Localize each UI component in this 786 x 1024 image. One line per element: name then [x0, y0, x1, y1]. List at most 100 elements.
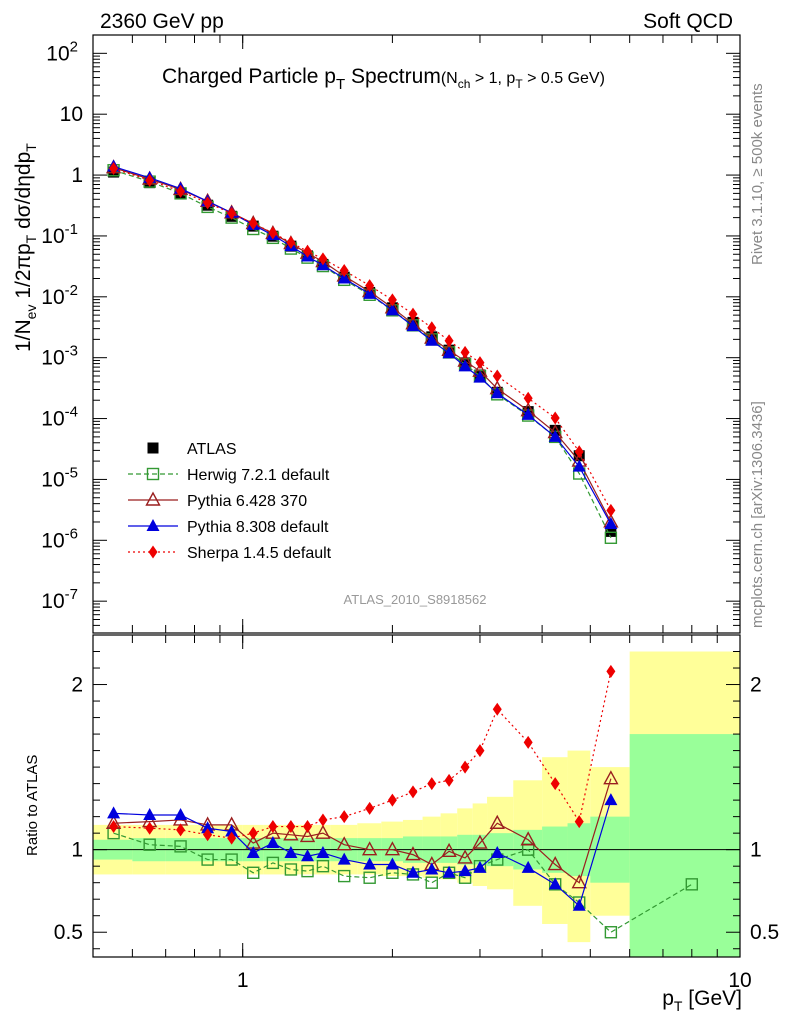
ratio-point: [523, 735, 533, 749]
data-point: [460, 345, 470, 359]
axis-ticks: [92, 34, 741, 957]
y-tick-label: 10-7: [41, 586, 78, 613]
legend-label: Pythia 8.308 default: [187, 519, 329, 536]
ratio-point: [365, 801, 375, 815]
ratio-frame: [92, 634, 741, 958]
data-point: [606, 503, 616, 517]
ratio-point: [444, 773, 454, 787]
y-tick-label: 10-1: [41, 221, 78, 248]
ratio-point: [284, 845, 298, 858]
title-main2: Spectrum: [345, 65, 441, 88]
data-point: [458, 359, 472, 372]
ratio-y-tick-label: 2: [71, 674, 83, 697]
ratio-point: [339, 810, 349, 824]
y-axis-label-ratio: Ratio to ATLAS: [24, 755, 41, 856]
ratio-point: [384, 841, 401, 856]
title-cuts: (N: [441, 70, 458, 87]
title-sub: T: [336, 76, 345, 93]
legend-entry: Herwig 7.2.1 default: [128, 467, 330, 484]
ratio-point: [405, 846, 421, 861]
main-series-pythia-8-308-default: [107, 159, 618, 530]
side-label-mcplots: mcplots.cern.ch [arXiv:1306.3436]: [749, 401, 766, 628]
ratio-point: [458, 864, 472, 877]
series-line: [113, 167, 612, 511]
ratio-point: [385, 857, 399, 870]
title-cuts-sub: ch: [458, 77, 471, 91]
x-axis-label: pT [GeV]: [662, 987, 742, 1014]
side-label-rivet: Rivet 3.1.10, ≥ 500k events: [749, 83, 766, 265]
band-inner-bin: [629, 734, 740, 957]
data-point: [604, 517, 618, 530]
ratio-point: [227, 831, 237, 845]
ratio-point: [441, 842, 457, 858]
legend-label: Sherpa 1.4.5 default: [187, 545, 332, 562]
ratio-point: [315, 824, 331, 839]
ratio-point: [174, 807, 188, 820]
ratio-point: [301, 849, 315, 862]
ratio-point: [143, 807, 157, 820]
y-tick-label: 10-4: [41, 404, 78, 431]
ratio-point: [572, 898, 586, 911]
data-point: [473, 370, 487, 383]
main-series-herwig-7-2-1-default: [107, 164, 618, 544]
ratio-point: [247, 866, 260, 879]
y-tick-label: 102: [46, 38, 78, 65]
ratio-point: [203, 828, 213, 842]
ratio-y-tick-label: 1: [71, 839, 83, 862]
legend-marker: [147, 442, 159, 454]
data-point: [145, 173, 155, 187]
ratio-point: [107, 806, 121, 819]
axis-frames: [92, 34, 741, 958]
data-point: [523, 391, 533, 405]
ratio-point: [603, 770, 619, 785]
ratio-point: [457, 849, 473, 864]
data-point: [521, 407, 535, 420]
ratio-point: [338, 869, 351, 883]
legend-label: Herwig 7.2.1 default: [187, 467, 330, 484]
series-line: [113, 778, 612, 884]
data-point: [548, 429, 562, 442]
data-point: [318, 252, 328, 266]
data-point: [303, 244, 313, 258]
ratio-series-group: [105, 664, 699, 939]
data-point: [339, 264, 349, 278]
ratio-point: [246, 845, 260, 858]
ratio-point: [547, 856, 563, 871]
ratio-point: [318, 813, 328, 827]
ratio-point: [248, 826, 258, 840]
main-series-sherpa-1-4-5-default: [109, 162, 616, 517]
data-point: [490, 386, 504, 399]
ratio-point: [225, 853, 238, 866]
analysis-id: ATLAS_2010_S8918562: [344, 592, 487, 607]
ratio-point: [303, 820, 313, 834]
main-series-atlas: [108, 166, 617, 537]
data-point: [425, 333, 439, 346]
axis-tick-labels: 1 10 102 10 1 10-1 10-2 10-3 10-4 10-5 10-6 10-7 0.5…: [41, 38, 779, 992]
data-point: [574, 445, 584, 459]
legend: ATLAS Herwig 7.2.1 default Pythia 6.428 37…: [128, 441, 332, 562]
y-tick-label: 10-2: [41, 282, 78, 309]
ratio-point: [550, 777, 560, 791]
legend-marker: [148, 545, 158, 559]
data-point: [286, 236, 296, 250]
ratio-point: [337, 852, 351, 865]
ratio-y-tick-label: 0.5: [54, 921, 83, 944]
title-main: Charged Particle p: [162, 65, 336, 88]
ratio-point: [406, 865, 420, 878]
data-point: [248, 217, 258, 231]
ratio-point: [363, 857, 377, 870]
data-point: [387, 293, 397, 307]
legend-label: Pythia 6.428 370: [187, 493, 307, 510]
ratio-point: [604, 793, 618, 806]
ratio-point: [299, 827, 316, 843]
title-cuts3: > 0.5 GeV): [523, 70, 605, 87]
data-point: [427, 321, 437, 335]
ratio-point: [475, 744, 485, 758]
ratio-point: [201, 853, 214, 866]
ratio-point: [316, 845, 330, 858]
ratio-point: [442, 865, 456, 878]
ratio-point: [174, 840, 187, 853]
data-point: [550, 411, 560, 425]
data-point: [268, 226, 278, 240]
main-frame: [92, 34, 741, 634]
